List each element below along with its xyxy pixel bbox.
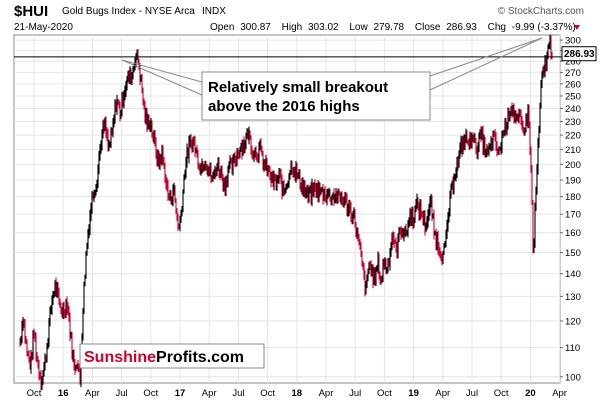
y-tick-label: 270 — [565, 68, 581, 79]
x-tick-label: Jul — [466, 388, 478, 399]
y-tick-label: 140 — [565, 269, 581, 280]
last-value-label: 286.93 — [564, 49, 595, 60]
low-label: Low — [349, 22, 368, 33]
y-tick-label: 300 — [565, 36, 581, 47]
high-value: 303.02 — [308, 22, 339, 33]
chg-value: -9.99 (-3.37%) — [512, 22, 576, 33]
x-tick-label: Oct — [143, 388, 158, 399]
price-bars — [19, 34, 553, 391]
logo-part-2: Profits.com — [156, 349, 244, 366]
chart-date: 21-May-2020 — [14, 22, 73, 33]
y-tick-label: 170 — [565, 210, 581, 221]
y-axis-ticks: 100 110 120 130 140 150 160 170 180 190 200 210 220 2… — [560, 36, 581, 383]
y-tick-label: 100 — [565, 372, 581, 383]
close-value: 286.93 — [446, 22, 477, 33]
logo-part-1: Sunshine — [84, 349, 156, 366]
y-tick-label: 110 — [565, 343, 580, 354]
y-tick-label: 200 — [565, 160, 581, 171]
x-axis-ticks: Oct 16 Apr Jul Oct 17 Apr Jul Oct 18 Apr Jul Oct 19 Ap… — [27, 388, 567, 399]
x-tick-label: 20 — [525, 388, 536, 399]
chart-name: Gold Bugs Index - NYSE Arca — [62, 6, 195, 17]
down-arrow-icon — [574, 25, 580, 30]
watermark: © StockCharts.com — [498, 6, 584, 17]
annotation-line-2: above the 2016 highs — [208, 98, 360, 115]
x-tick-label: Apr — [85, 388, 100, 399]
close-label: Close — [415, 22, 441, 33]
y-tick-label: 160 — [565, 228, 581, 239]
x-tick-label: Apr — [202, 388, 217, 399]
low-value: 279.78 — [374, 22, 405, 33]
chart-exchange: INDX — [202, 6, 226, 17]
callout-pointer-right-b — [429, 37, 543, 91]
x-tick-label: Jul — [349, 388, 361, 399]
y-tick-label: 280 — [565, 57, 581, 68]
x-tick-label: Oct — [377, 388, 392, 399]
annotation-line-1: Relatively small breakout — [208, 79, 388, 96]
open-label: Open — [210, 22, 234, 33]
open-value: 300.87 — [240, 22, 271, 33]
y-tick-label: 250 — [565, 91, 581, 102]
y-tick-label: 130 — [565, 292, 581, 303]
x-tick-label: Jul — [116, 388, 128, 399]
x-tick-label: 17 — [175, 388, 186, 399]
x-tick-label: Oct — [494, 388, 509, 399]
x-tick-label: Oct — [27, 388, 42, 399]
logo: SunshineProfits.com — [84, 349, 244, 366]
x-tick-label: Apr — [552, 388, 567, 399]
callout-pointer-left-a — [121, 59, 203, 83]
x-tick-label: 16 — [58, 388, 69, 399]
last-value-tag — [561, 46, 597, 62]
annotation-box — [201, 71, 431, 121]
y-tick-label: 230 — [565, 117, 581, 128]
callout-pointer-right-a — [429, 37, 543, 77]
logo-box — [79, 343, 265, 369]
ohlc-line: Open 300.87 High 303.02 Low 279.78 Close… — [210, 22, 576, 33]
y-tick-label: 190 — [565, 176, 581, 187]
x-tick-label: 19 — [408, 388, 419, 399]
y-tick-label: 210 — [565, 145, 581, 156]
y-tick-label: 150 — [565, 248, 581, 259]
y-tick-label: 180 — [565, 192, 581, 203]
y-tick-label: 240 — [565, 104, 581, 115]
x-tick-label: 18 — [292, 388, 303, 399]
chg-label: Chg — [488, 22, 506, 33]
chart-symbol: $HUI — [14, 3, 48, 20]
y-tick-label: 220 — [565, 131, 581, 142]
y-tick-label: 120 — [565, 316, 581, 327]
x-tick-label: Apr — [319, 388, 334, 399]
high-label: High — [282, 22, 303, 33]
x-tick-label: Jul — [232, 388, 244, 399]
x-tick-label: Oct — [260, 388, 275, 399]
y-tick-label: 260 — [565, 79, 581, 90]
x-tick-label: Apr — [435, 388, 450, 399]
callout-pointer-left-b — [121, 59, 203, 96]
